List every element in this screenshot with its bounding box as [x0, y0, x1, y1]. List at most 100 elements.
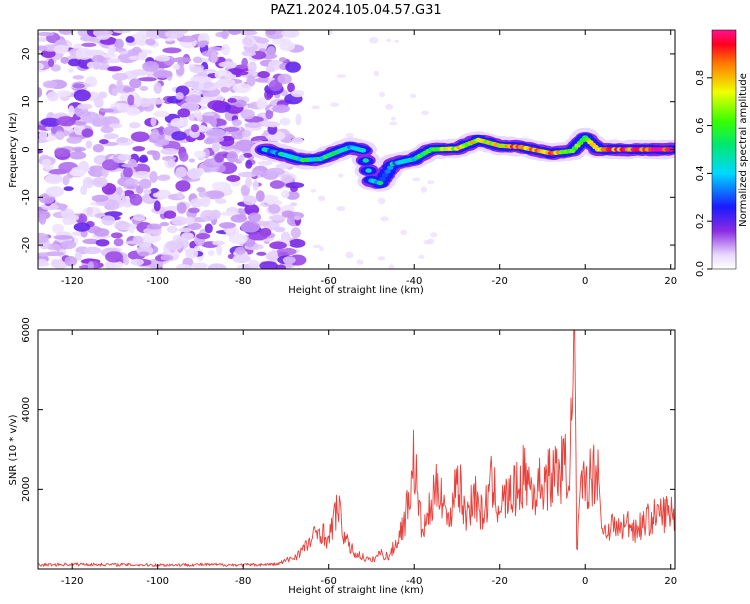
y-tick-label: -20: [21, 237, 32, 253]
noise-blob: [72, 146, 87, 152]
noise-blob: [268, 214, 287, 221]
colorbar-tick-label: 0.2: [695, 213, 706, 229]
noise-blob: [256, 97, 268, 110]
noise-blob: [208, 46, 222, 52]
noise-blob: [101, 159, 120, 171]
noise-blob: [38, 87, 43, 98]
noise-blob: [423, 239, 432, 245]
noise-blob: [369, 37, 379, 44]
y-tick-label: 2000: [21, 477, 32, 502]
noise-blob: [231, 70, 249, 76]
noise-blob: [377, 256, 386, 261]
noise-blob: [356, 259, 364, 265]
noise-blob: [427, 180, 435, 185]
ridge-core: [376, 180, 384, 186]
noise-blob: [223, 127, 240, 133]
noise-blob: [221, 44, 231, 56]
x-tick-label: -40: [406, 576, 422, 587]
x-tick-label: 20: [664, 276, 677, 287]
noise-blob: [123, 256, 130, 266]
noise-blob: [240, 109, 255, 120]
noise-blob: [45, 251, 65, 257]
colorbar: 0.0 0.2 0.4 0.6 0.8 Normalized spectral ampl…: [695, 29, 749, 277]
x-tick-label: -100: [146, 576, 169, 587]
noise-blob: [178, 35, 196, 43]
noise-blob: [246, 75, 256, 87]
noise-blob: [175, 180, 191, 192]
noise-blob: [418, 254, 425, 259]
noise-blob: [171, 131, 187, 141]
noise-blob: [138, 251, 150, 257]
noise-blob: [73, 222, 91, 232]
noise-blob: [108, 123, 123, 129]
noise-blob: [242, 195, 257, 206]
noise-blob: [41, 203, 59, 211]
noise-blob: [312, 244, 321, 248]
noise-blob: [105, 199, 120, 211]
noise-blob: [259, 261, 279, 269]
noise-blob: [114, 220, 130, 231]
noise-blob: [266, 45, 276, 57]
noise-blob: [117, 52, 138, 64]
noise-blob: [230, 214, 248, 223]
noise-blob: [98, 91, 108, 99]
ridge-core: [387, 165, 394, 170]
noise-blob: [242, 152, 253, 158]
noise-blob: [159, 222, 170, 227]
noise-blob: [184, 80, 200, 88]
noise-blob: [83, 246, 102, 255]
noise-blob: [99, 139, 109, 145]
ridge-core: [365, 168, 372, 173]
noise-blob: [190, 124, 199, 133]
noise-blob: [53, 235, 73, 240]
noise-blob: [189, 66, 204, 74]
noise-blob: [385, 104, 394, 110]
noise-blob: [218, 222, 236, 229]
noise-blob: [285, 61, 301, 73]
noise-blob: [192, 56, 203, 64]
noise-blob: [93, 60, 100, 70]
noise-blob: [45, 186, 65, 197]
x-tick-label: -120: [61, 276, 84, 287]
noise-blob: [142, 61, 160, 72]
noise-blob: [84, 49, 105, 57]
noise-blob: [198, 81, 218, 91]
noise-blob: [56, 116, 76, 127]
noise-blob: [257, 71, 270, 79]
x-tick-label: -80: [235, 576, 251, 587]
noise-blob: [190, 76, 210, 83]
noise-blob: [176, 191, 184, 199]
noise-blob: [124, 178, 140, 187]
noise-blob: [390, 116, 396, 121]
noise-blob: [234, 246, 246, 255]
noise-blob: [38, 258, 48, 267]
noise-blob: [265, 30, 277, 36]
noise-blob: [248, 231, 268, 241]
ridge-core: [359, 148, 367, 153]
noise-blob: [138, 178, 152, 189]
noise-blob: [210, 51, 218, 64]
noise-blob: [87, 261, 94, 269]
noise-blob: [185, 248, 199, 259]
noise-blob: [137, 77, 157, 82]
noise-blob: [156, 139, 170, 146]
noise-blob: [255, 37, 269, 44]
noise-blob: [204, 223, 213, 234]
noise-blob: [204, 190, 225, 200]
x-tick-label: -40: [406, 276, 422, 287]
noise-blob: [277, 73, 292, 85]
noise-blob: [162, 47, 182, 54]
colorbar-tick-label: 0.0: [695, 261, 706, 277]
noise-blob: [128, 226, 135, 234]
noise-blob: [176, 202, 187, 214]
noise-blob: [158, 174, 171, 180]
noise-blob: [220, 211, 240, 216]
noise-blob: [240, 184, 251, 196]
noise-blob: [345, 251, 354, 259]
noise-blob: [203, 111, 215, 117]
noise-blob: [107, 44, 116, 57]
snr-panel: -120 -100 -80 -60 -40 -20 0 20 2000 4000 6000 Hei…: [8, 317, 677, 596]
noise-blob: [121, 163, 139, 168]
noise-blob: [94, 96, 104, 108]
noise-blob: [73, 89, 91, 102]
